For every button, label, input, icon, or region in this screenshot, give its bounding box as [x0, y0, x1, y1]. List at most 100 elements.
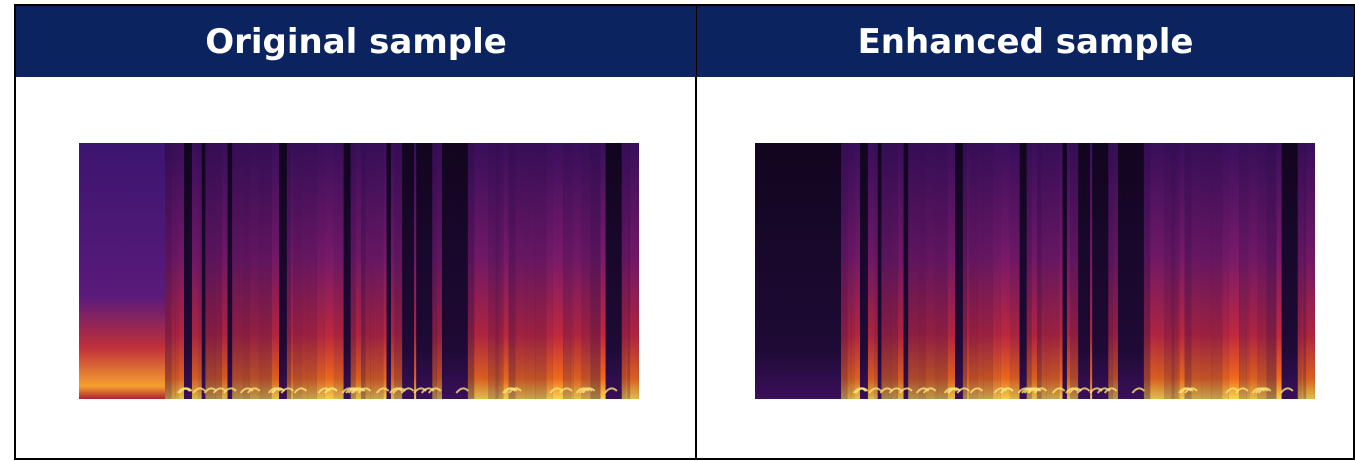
- spectrogram-band: [259, 143, 262, 399]
- spectrogram-band: [321, 143, 324, 399]
- spectrogram-band: [1078, 143, 1087, 399]
- spectrogram-band: [272, 143, 279, 399]
- spectrogram-band: [1108, 143, 1113, 399]
- spectrogram-band: [1302, 143, 1304, 399]
- spectrogram-band: [1000, 143, 1010, 399]
- spectrogram-band: [462, 143, 468, 399]
- spectrogram-band: [606, 143, 614, 399]
- spectrogram-band: [878, 143, 882, 399]
- spectrogram-band: [1250, 143, 1258, 399]
- spectrogram-band: [948, 143, 955, 399]
- spectrogram-band: [881, 143, 891, 399]
- spectrogram-band: [307, 143, 317, 399]
- spectrogram-band: [176, 143, 179, 399]
- spectrogram-band: [898, 143, 904, 399]
- spectrogram-band: [1304, 143, 1306, 399]
- spectrogram-band: [630, 143, 638, 399]
- spectrogram-enhanced: [755, 143, 1315, 399]
- spectrogram-band: [1179, 143, 1184, 399]
- spectrogram-band: [1174, 143, 1177, 399]
- spectrogram-band: [474, 143, 483, 399]
- spectrogram-band: [1212, 143, 1223, 399]
- spectrogram-band: [414, 143, 416, 399]
- spectrogram-band: [1222, 143, 1228, 399]
- spectrogram-band: [847, 143, 851, 399]
- spectrogram-band: [1047, 143, 1050, 399]
- spectrogram-band: [1144, 143, 1150, 399]
- spectrogram-band: [383, 143, 386, 399]
- spectrogram-band: [178, 143, 184, 399]
- spectrogram-band: [432, 143, 437, 399]
- spectrogram-band: [1067, 143, 1070, 399]
- spectrogram-band: [509, 143, 516, 399]
- spectrogram-band: [1042, 143, 1047, 399]
- spectrogram-band: [416, 143, 426, 399]
- spectrogram-band: [228, 143, 233, 399]
- spectrogram-band: [1037, 143, 1041, 399]
- spectrogram-band: [1063, 143, 1067, 399]
- spectrogram-band: [1070, 143, 1078, 399]
- spectrogram-band: [437, 143, 442, 399]
- spectrogram-band: [546, 143, 552, 399]
- spectrogram-band: [1239, 143, 1247, 399]
- spectrogram-band: [402, 143, 411, 399]
- spectrogram-band: [455, 143, 463, 399]
- spectrogram-band: [451, 143, 454, 399]
- header-cell: Enhanced sample: [697, 6, 1354, 77]
- spectrogram-original: [79, 143, 639, 399]
- spectrogram-band: [963, 143, 967, 399]
- spectrogram-band: [361, 143, 365, 399]
- spectrogram-band: [498, 143, 501, 399]
- spectrogram-band: [1247, 143, 1250, 399]
- spectrogram-band: [356, 143, 362, 399]
- spectrogram-band: [301, 143, 307, 399]
- spectrogram-band: [1306, 143, 1314, 399]
- spectrogram-band: [1276, 143, 1281, 399]
- spectrogram-band: [755, 143, 841, 399]
- spectrogram-band: [1092, 143, 1102, 399]
- spectrogram-band: [1118, 143, 1127, 399]
- spectrogram-band: [926, 143, 935, 399]
- spectrogram-band: [1113, 143, 1118, 399]
- spectrogram-band: [1159, 143, 1164, 399]
- spectrogram-band: [442, 143, 451, 399]
- spectrogram-band: [483, 143, 488, 399]
- spectrogram-band: [351, 143, 356, 399]
- spectrogram-band: [622, 143, 626, 399]
- spectrogram-band: [426, 143, 432, 399]
- spectrogram-band: [581, 143, 590, 399]
- spectrogram-band: [205, 143, 215, 399]
- spectrogram-band: [969, 143, 977, 399]
- spectrogram-band: [997, 143, 1000, 399]
- spectrogram-band: [171, 143, 175, 399]
- spectrogram-band: [291, 143, 293, 399]
- spectrogram-band: [1059, 143, 1062, 399]
- spectrogram-band: [977, 143, 983, 399]
- spectrogram-band: [841, 143, 847, 399]
- spectrogram-band: [374, 143, 384, 399]
- header-cell: Original sample: [16, 6, 696, 77]
- spectrogram-band: [232, 143, 243, 399]
- spectrogram-band: [938, 143, 948, 399]
- spectrogram-band: [935, 143, 938, 399]
- spectrogram-band: [1191, 143, 1201, 399]
- spectrogram-band: [1131, 143, 1139, 399]
- spectrogram-band: [391, 143, 394, 399]
- spectrogram-band: [344, 143, 351, 399]
- spectrogram-band: [526, 143, 536, 399]
- spectrogram-band: [1010, 143, 1020, 399]
- spectrogram-band: [1020, 143, 1027, 399]
- spectrogram-band: [614, 143, 622, 399]
- spectrogram-band: [638, 143, 639, 399]
- spectrogram-band: [503, 143, 508, 399]
- spectrogram-band: [279, 143, 287, 399]
- spectrogram-band: [515, 143, 525, 399]
- spectrogram-band: [1088, 143, 1090, 399]
- spectrogram-band: [488, 143, 496, 399]
- spectrogram-band: [967, 143, 969, 399]
- spectrogram-band: [1090, 143, 1092, 399]
- spectrogram-band: [1138, 143, 1144, 399]
- spectrogram-band: [243, 143, 250, 399]
- spectrogram-band: [955, 143, 963, 399]
- spectrogram-band: [250, 143, 259, 399]
